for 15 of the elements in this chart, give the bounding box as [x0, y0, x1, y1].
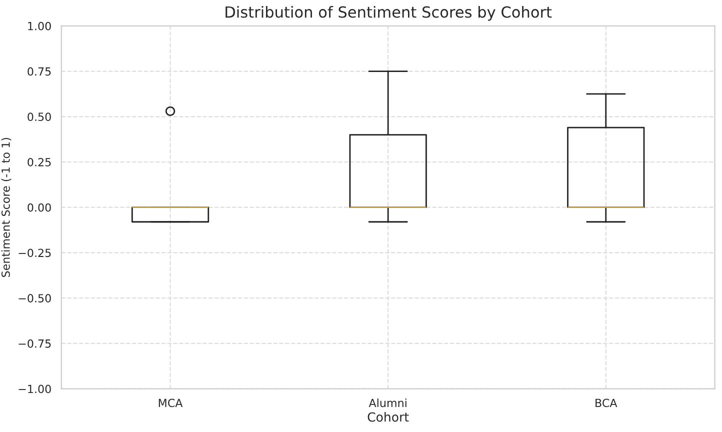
y-tick-label: 0.00	[28, 203, 51, 212]
x-tick-label: Alumni	[368, 398, 406, 408]
y-tick-label: 0.75	[28, 67, 51, 76]
y-tick-label: −0.75	[18, 339, 51, 348]
x-tick-label: BCA	[596, 398, 618, 408]
y-tick-label: 0.50	[28, 112, 51, 122]
y-tick-label: −0.25	[18, 248, 51, 258]
y-axis-title: Sentiment Score (-1 to 1)	[1, 138, 12, 277]
y-tick-label: −1.00	[18, 384, 51, 394]
y-tick-label: 1.00	[28, 22, 51, 30]
chart-title: Distribution of Sentiment Scores by Cohort	[226, 6, 552, 21]
x-tick-label: MCA	[158, 398, 183, 408]
x-axis-title: Cohort	[368, 412, 409, 422]
y-tick-label: 0.25	[28, 158, 51, 166]
y-tick-label: −0.50	[18, 294, 51, 302]
